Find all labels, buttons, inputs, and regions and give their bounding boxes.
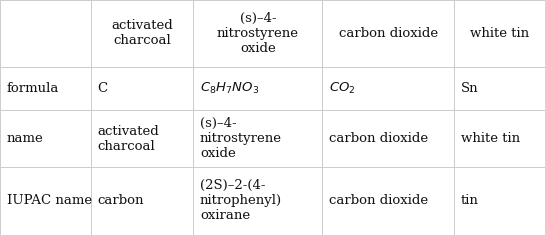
Text: carbon dioxide: carbon dioxide xyxy=(329,194,428,208)
Text: carbon dioxide: carbon dioxide xyxy=(338,27,438,40)
Text: $CO_2$: $CO_2$ xyxy=(329,81,355,96)
Text: name: name xyxy=(7,132,43,145)
Text: (s)–4-
nitrostyrene
oxide: (s)–4- nitrostyrene oxide xyxy=(217,12,299,55)
Text: activated
charcoal: activated charcoal xyxy=(111,20,173,47)
Text: white tin: white tin xyxy=(461,132,520,145)
Text: C: C xyxy=(98,82,107,95)
Text: carbon: carbon xyxy=(98,194,144,208)
Text: tin: tin xyxy=(461,194,479,208)
Text: carbon dioxide: carbon dioxide xyxy=(329,132,428,145)
Text: Sn: Sn xyxy=(461,82,479,95)
Text: white tin: white tin xyxy=(470,27,529,40)
Text: $C_8H_7NO_3$: $C_8H_7NO_3$ xyxy=(200,81,259,96)
Text: activated
charcoal: activated charcoal xyxy=(98,125,159,153)
Text: IUPAC name: IUPAC name xyxy=(7,194,92,208)
Text: (2S)–2-(4-
nitrophenyl)
oxirane: (2S)–2-(4- nitrophenyl) oxirane xyxy=(200,180,282,222)
Text: (s)–4-
nitrostyrene
oxide: (s)–4- nitrostyrene oxide xyxy=(200,117,282,160)
Text: formula: formula xyxy=(7,82,59,95)
